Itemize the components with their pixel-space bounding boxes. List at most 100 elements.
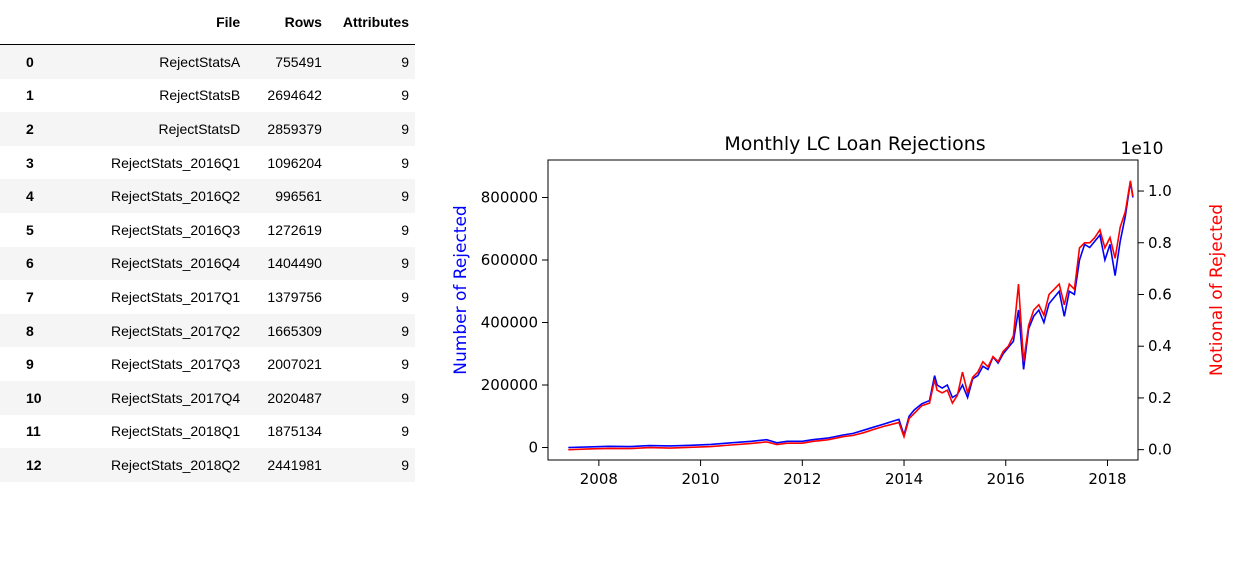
cell-attributes: 9 — [401, 221, 409, 238]
table-body: 0 RejectStatsA 755491 9 1 RejectStatsB 2694642… — [0, 44, 415, 482]
row-index: 9 — [26, 356, 34, 373]
column-header-file: File — [53, 0, 247, 45]
cell-attributes: 9 — [401, 389, 409, 406]
cell-attributes: 9 — [401, 87, 409, 104]
y-tick-label: 600000 — [481, 251, 538, 269]
cell-file: RejectStats_2017Q1 — [111, 288, 241, 305]
row-index: 2 — [26, 120, 34, 137]
y-axis-label: Number of Rejected — [451, 205, 471, 374]
x-tick-label: 2012 — [783, 470, 821, 488]
cell-rows: 1379756 — [267, 288, 322, 305]
cell-attributes: 9 — [401, 53, 409, 70]
column-header-rows: Rows — [246, 0, 328, 45]
cell-rows: 1404490 — [267, 255, 322, 272]
table-row: 3 RejectStats_2016Q1 1096204 9 — [0, 145, 415, 180]
plot-area: 2008 2010 2012 2014 2016 2018 0 200000 400000 600… — [481, 159, 1172, 488]
cell-rows: 996561 — [275, 188, 322, 205]
cell-file: RejectStats_2017Q2 — [111, 322, 241, 339]
cell-rows: 1665309 — [267, 322, 322, 339]
x-tick-label: 2018 — [1088, 470, 1126, 488]
y2-tick-label: 1.0 — [1148, 182, 1172, 200]
cell-file: RejectStats_2018Q2 — [111, 456, 241, 473]
y2-axis-label: Notional of Rejected — [1207, 204, 1227, 376]
table-header-row: File Rows Attributes — [0, 0, 415, 45]
table-row: 9 RejectStats_2017Q3 2007021 9 — [0, 347, 415, 381]
cell-rows: 755491 — [275, 53, 322, 70]
table-row: 5 RejectStats_2016Q3 1272619 9 — [0, 212, 415, 247]
cell-attributes: 9 — [401, 356, 409, 373]
cell-file: RejectStats_2016Q2 — [111, 188, 241, 205]
table-row: 7 RejectStats_2017Q1 1379756 9 — [0, 280, 415, 314]
line-chart: Monthly LC Loan Rejections 1e10 Number o… — [451, 133, 1227, 488]
table-row: 11 RejectStats_2018Q1 1875134 9 — [0, 414, 415, 449]
y2-offset-text: 1e10 — [1121, 139, 1164, 159]
cell-file: RejectStatsA — [159, 53, 241, 70]
chart-container: Monthly LC Loan Rejections 1e10 Number o… — [430, 110, 1230, 510]
row-index: 4 — [26, 188, 34, 205]
cell-attributes: 9 — [401, 188, 409, 205]
index-header — [0, 0, 54, 45]
table-row: 2 RejectStatsD 2859379 9 — [0, 112, 415, 146]
x-tick-label: 2016 — [987, 470, 1025, 488]
cell-rows: 2694642 — [267, 87, 322, 104]
cell-file: RejectStatsB — [159, 87, 241, 104]
table-row: 12 RejectStats_2018Q2 2441981 9 — [0, 448, 415, 482]
cell-file: RejectStats_2016Q4 — [111, 255, 241, 272]
table-row: 10 RejectStats_2017Q4 2020487 9 — [0, 380, 415, 415]
series-line-notional-rejected — [568, 180, 1134, 451]
y-tick-label: 800000 — [481, 189, 538, 207]
cell-rows: 2859379 — [267, 120, 322, 137]
x-tick-label: 2014 — [885, 470, 923, 488]
rejects-table: File Rows Attributes 0 RejectStatsA 755491… — [0, 0, 415, 482]
y2-tick-label: 0.6 — [1148, 285, 1172, 303]
series-line-number-rejected — [568, 181, 1134, 449]
column-header-attributes: Attributes — [327, 0, 415, 45]
cell-file: RejectStats_2016Q3 — [111, 221, 241, 238]
cell-attributes: 9 — [401, 154, 409, 171]
table-row: 1 RejectStatsB 2694642 9 — [0, 78, 415, 113]
row-index: 10 — [26, 389, 42, 406]
chart-title: Monthly LC Loan Rejections — [724, 133, 985, 155]
cell-rows: 2007021 — [267, 356, 322, 373]
y-tick-label: 200000 — [481, 376, 538, 394]
table-row: 6 RejectStats_2016Q4 1404490 9 — [0, 246, 415, 281]
cell-file: RejectStatsD — [158, 120, 241, 137]
cell-attributes: 9 — [401, 255, 409, 272]
cell-attributes: 9 — [401, 288, 409, 305]
cell-attributes: 9 — [401, 120, 409, 137]
cell-rows: 1875134 — [267, 423, 322, 440]
table-row: 8 RejectStats_2017Q2 1665309 9 — [0, 313, 415, 348]
cell-attributes: 9 — [401, 456, 409, 473]
x-tick-label: 2008 — [580, 470, 618, 488]
cell-file: RejectStats_2018Q1 — [111, 423, 241, 440]
cell-file: RejectStats_2016Q1 — [111, 154, 241, 171]
cell-rows: 1272619 — [267, 221, 322, 238]
cell-rows: 2020487 — [267, 389, 322, 406]
y-tick-label: 0 — [528, 439, 538, 457]
row-index: 0 — [26, 53, 34, 70]
table-row: 0 RejectStatsA 755491 9 — [0, 44, 415, 79]
row-index: 12 — [26, 456, 42, 473]
y2-tick-label: 0.2 — [1148, 389, 1172, 407]
row-index: 5 — [26, 221, 34, 238]
x-tick-label: 2010 — [681, 470, 719, 488]
table-row: 4 RejectStats_2016Q2 996561 9 — [0, 179, 415, 213]
cell-rows: 2441981 — [267, 456, 322, 473]
dataframe-table: File Rows Attributes 0 RejectStatsA 755491… — [0, 0, 415, 482]
row-index: 3 — [26, 154, 34, 171]
y2-tick-label: 0.0 — [1148, 441, 1172, 459]
row-index: 7 — [26, 288, 34, 305]
row-index: 8 — [26, 322, 34, 339]
y2-tick-label: 0.4 — [1148, 337, 1172, 355]
y2-tick-label: 0.8 — [1148, 234, 1172, 252]
row-index: 6 — [26, 255, 34, 272]
cell-file: RejectStats_2017Q4 — [111, 389, 241, 406]
row-index: 1 — [26, 87, 34, 104]
cell-attributes: 9 — [401, 322, 409, 339]
cell-file: RejectStats_2017Q3 — [111, 356, 241, 373]
y-tick-label: 400000 — [481, 314, 538, 332]
plot-frame — [547, 159, 1139, 461]
cell-rows: 1096204 — [267, 154, 322, 171]
row-index: 11 — [26, 423, 41, 440]
cell-attributes: 9 — [401, 423, 409, 440]
